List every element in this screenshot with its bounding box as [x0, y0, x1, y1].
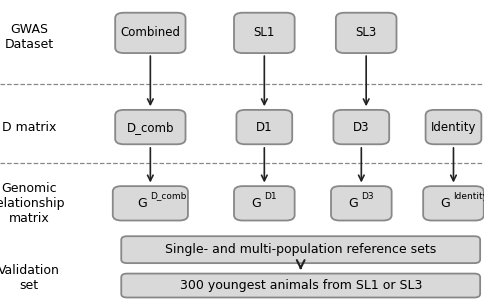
Text: D1: D1	[256, 120, 272, 134]
FancyBboxPatch shape	[422, 186, 483, 221]
Text: $\mathregular{G}$: $\mathregular{G}$	[250, 197, 261, 210]
Text: D3: D3	[361, 192, 373, 201]
Text: Single- and multi-population reference sets: Single- and multi-population reference s…	[165, 243, 436, 256]
Text: Validation
set: Validation set	[0, 264, 60, 292]
Text: 300 youngest animals from SL1 or SL3: 300 youngest animals from SL1 or SL3	[179, 279, 421, 292]
FancyBboxPatch shape	[121, 274, 479, 298]
FancyBboxPatch shape	[115, 110, 185, 144]
FancyBboxPatch shape	[333, 110, 388, 144]
Text: Genomic
relationship
matrix: Genomic relationship matrix	[0, 182, 66, 225]
Text: D matrix: D matrix	[2, 120, 56, 134]
FancyBboxPatch shape	[330, 186, 391, 221]
Text: D3: D3	[352, 120, 369, 134]
Text: $\mathregular{G}$: $\mathregular{G}$	[439, 197, 450, 210]
Text: D1: D1	[264, 192, 276, 201]
Text: Identity: Identity	[453, 192, 484, 201]
FancyBboxPatch shape	[112, 186, 187, 221]
FancyBboxPatch shape	[233, 186, 294, 221]
Text: Combined: Combined	[120, 26, 180, 39]
FancyBboxPatch shape	[335, 13, 395, 53]
FancyBboxPatch shape	[425, 110, 480, 144]
Text: D_comb: D_comb	[126, 120, 174, 134]
FancyBboxPatch shape	[115, 13, 185, 53]
FancyBboxPatch shape	[121, 236, 479, 263]
Text: GWAS
Dataset: GWAS Dataset	[4, 23, 54, 51]
Text: SL1: SL1	[253, 26, 274, 39]
Text: $\mathregular{G}$: $\mathregular{G}$	[136, 197, 147, 210]
FancyBboxPatch shape	[233, 13, 294, 53]
Text: D_comb: D_comb	[150, 192, 186, 201]
FancyBboxPatch shape	[236, 110, 291, 144]
Text: $\mathregular{G}$: $\mathregular{G}$	[347, 197, 358, 210]
Text: SL3: SL3	[355, 26, 376, 39]
Text: Identity: Identity	[430, 120, 475, 134]
